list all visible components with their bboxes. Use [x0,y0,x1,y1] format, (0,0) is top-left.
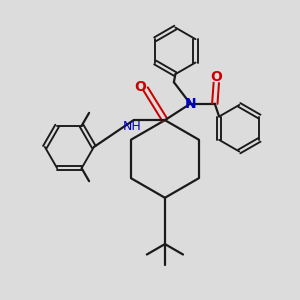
Text: O: O [210,70,222,84]
Text: NH: NH [123,120,142,133]
Text: N: N [184,97,196,111]
Text: O: O [134,80,146,94]
